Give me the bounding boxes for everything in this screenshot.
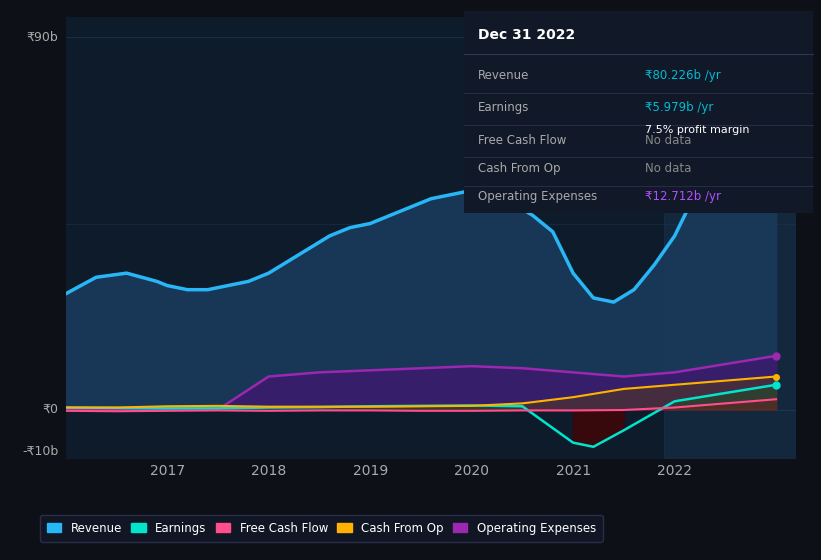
Text: Free Cash Flow: Free Cash Flow bbox=[478, 134, 566, 147]
Text: Cash From Op: Cash From Op bbox=[478, 162, 560, 175]
Text: ₹0: ₹0 bbox=[43, 403, 58, 416]
Text: Revenue: Revenue bbox=[478, 69, 530, 82]
Text: No data: No data bbox=[645, 134, 691, 147]
Text: 7.5% profit margin: 7.5% profit margin bbox=[645, 125, 750, 135]
Text: No data: No data bbox=[645, 162, 691, 175]
Text: Dec 31 2022: Dec 31 2022 bbox=[478, 29, 575, 43]
Text: ₹90b: ₹90b bbox=[26, 31, 58, 44]
Text: Earnings: Earnings bbox=[478, 101, 530, 114]
Legend: Revenue, Earnings, Free Cash Flow, Cash From Op, Operating Expenses: Revenue, Earnings, Free Cash Flow, Cash … bbox=[40, 515, 603, 542]
Text: ₹12.712b /yr: ₹12.712b /yr bbox=[645, 190, 722, 203]
Text: -₹10b: -₹10b bbox=[22, 445, 58, 458]
Text: ₹80.226b /yr: ₹80.226b /yr bbox=[645, 69, 721, 82]
Bar bbox=[664, 17, 796, 459]
Text: ₹5.979b /yr: ₹5.979b /yr bbox=[645, 101, 713, 114]
Text: Operating Expenses: Operating Expenses bbox=[478, 190, 597, 203]
